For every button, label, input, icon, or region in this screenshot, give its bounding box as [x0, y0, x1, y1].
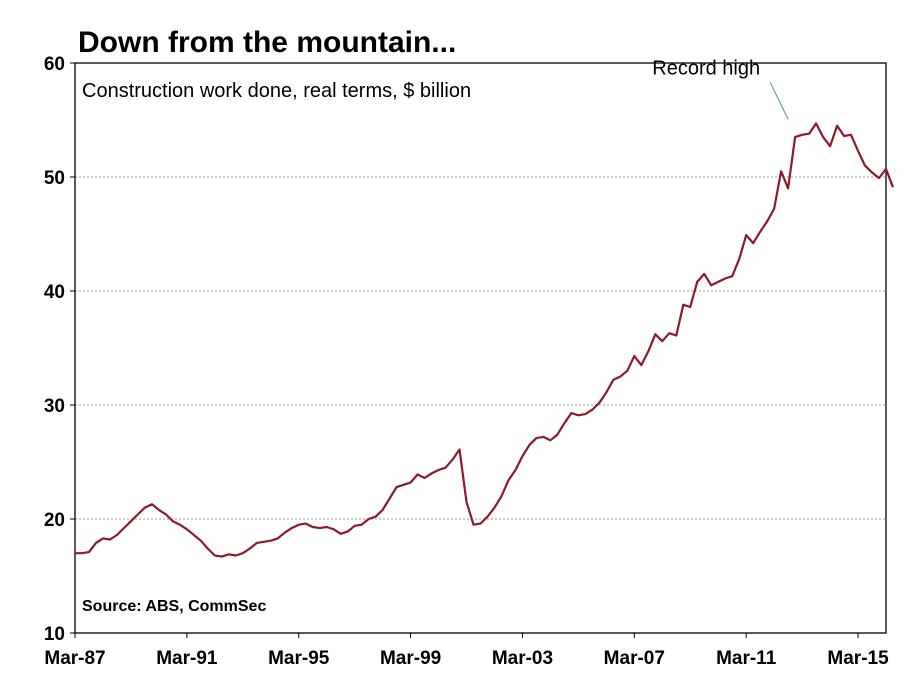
- y-axis-ticks: 10 20 30 40 50 60: [44, 54, 75, 645]
- x-tick-label-Mar-11: Mar-11: [716, 648, 777, 669]
- chart-title: Down from the mountain...: [78, 26, 456, 59]
- annotation-leader: [769, 82, 789, 120]
- y-tick-label-20: 20: [44, 510, 65, 531]
- x-tick-label-Mar-91: Mar-91: [156, 648, 218, 669]
- y-tick-label-50: 50: [44, 168, 65, 189]
- annotation-record-high: Record high: [652, 57, 760, 79]
- x-tick-label-Mar-87: Mar-87: [44, 648, 105, 669]
- plot-frame: [74, 62, 887, 634]
- chart-subtitle: Construction work done, real terms, $ bi…: [82, 80, 471, 102]
- source-note: Source: ABS, CommSec: [82, 598, 266, 615]
- x-tick-label-Mar-03: Mar-03: [492, 648, 553, 669]
- x-axis-ticks: Mar-87 Mar-91 Mar-95 Mar-99 Mar-03 Mar-07 Mar-…: [44, 633, 889, 669]
- x-tick-label-Mar-15: Mar-15: [827, 648, 889, 669]
- y-tick-label-60: 60: [44, 54, 65, 75]
- gridlines: [75, 176, 886, 520]
- series-line: [75, 122, 895, 558]
- y-tick-label-10: 10: [44, 624, 65, 645]
- x-tick-label-Mar-95: Mar-95: [268, 648, 330, 669]
- x-tick-label-Mar-99: Mar-99: [380, 648, 441, 669]
- y-tick-label-30: 30: [44, 396, 65, 417]
- y-tick-label-40: 40: [44, 282, 65, 303]
- x-tick-label-Mar-07: Mar-07: [604, 648, 665, 669]
